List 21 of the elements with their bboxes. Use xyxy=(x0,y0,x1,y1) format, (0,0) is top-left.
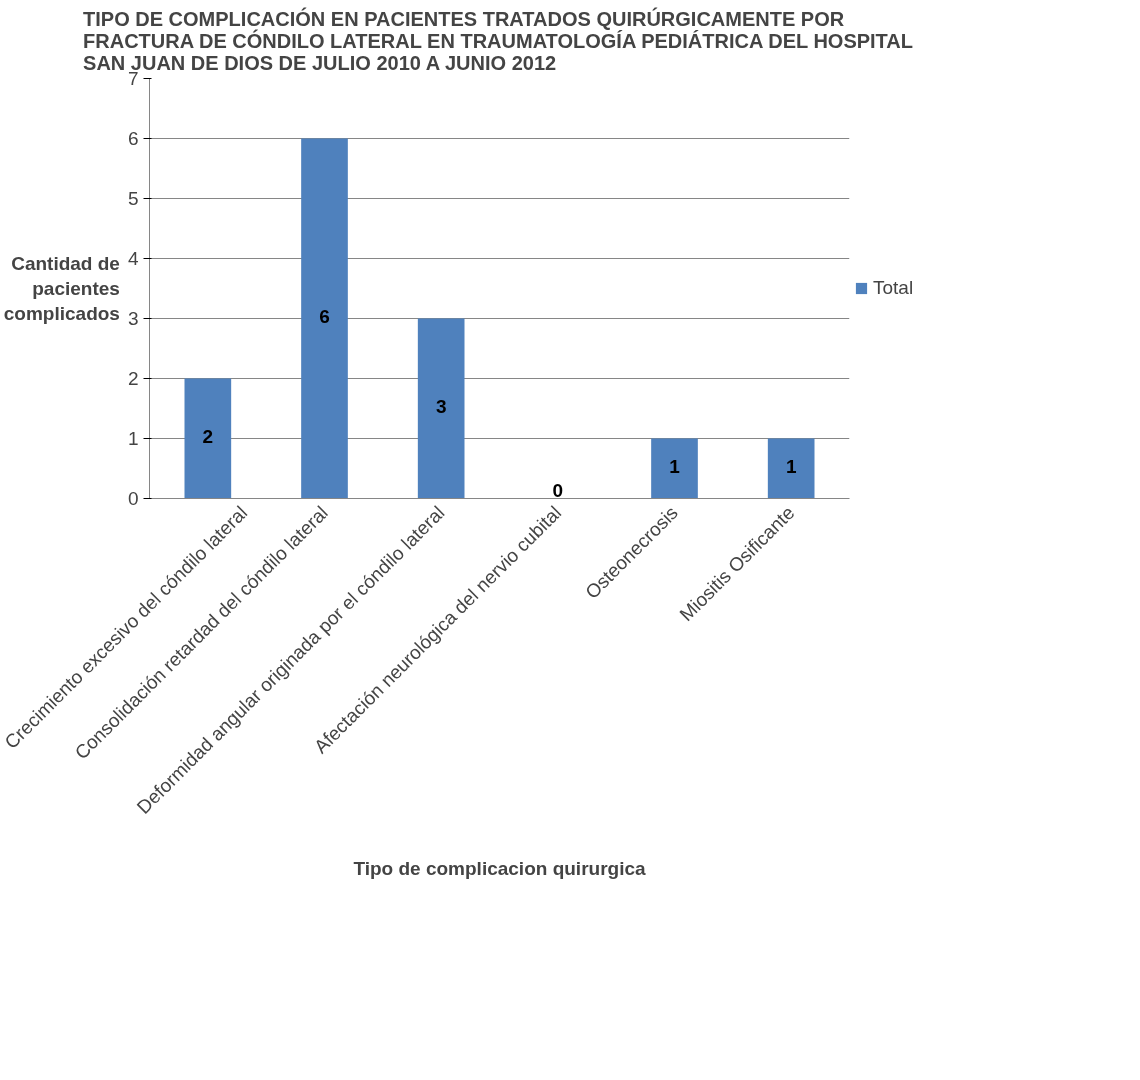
data-label: 2 xyxy=(202,426,214,447)
bar xyxy=(417,318,465,499)
y-tick-label: 4 xyxy=(127,248,139,269)
bar xyxy=(184,378,232,499)
y-axis-title: Cantidad de pacientes complicados xyxy=(3,252,120,325)
x-axis-title: Tipo de complicacion quirurgica xyxy=(353,858,646,880)
y-tick-label: 6 xyxy=(127,128,139,149)
bar xyxy=(301,138,348,499)
legend-label: Total xyxy=(873,277,914,299)
data-label: 0 xyxy=(552,479,564,501)
y-tick-label: 3 xyxy=(127,308,139,329)
bar xyxy=(767,438,815,499)
y-tick-label: 2 xyxy=(127,368,139,389)
y-tick-label: 1 xyxy=(127,428,139,449)
data-label: 6 xyxy=(319,306,330,327)
y-tick-label: 0 xyxy=(127,488,139,509)
y-tick-label: 5 xyxy=(127,188,139,209)
data-label: 1 xyxy=(785,456,797,477)
data-label: 3 xyxy=(435,396,447,417)
data-label: 1 xyxy=(669,456,681,477)
bar xyxy=(651,438,698,499)
